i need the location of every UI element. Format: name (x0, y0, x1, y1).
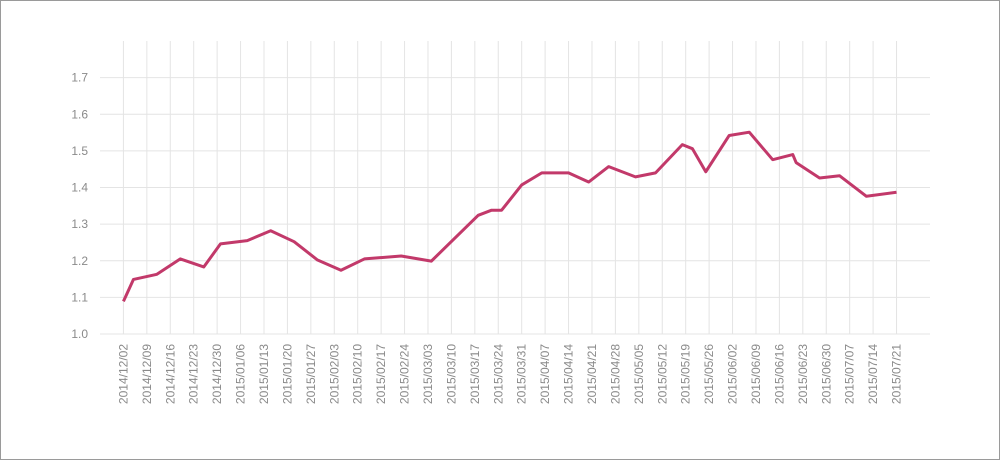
x-tick-label: 2015/06/30 (819, 344, 833, 404)
x-tick-label: 2015/07/07 (843, 344, 857, 404)
x-tick-label: 2015/03/03 (421, 344, 435, 404)
x-tick-label: 2015/01/13 (257, 344, 271, 404)
x-tick-label: 2014/12/23 (187, 344, 201, 404)
x-tick-label: 2015/06/16 (772, 344, 786, 404)
x-tick-label: 2015/06/09 (749, 344, 763, 404)
x-tick-label: 2015/07/21 (890, 344, 904, 404)
x-tick-label: 2015/01/27 (304, 344, 318, 404)
x-tick-label: 2014/12/02 (116, 344, 130, 404)
x-tick-label: 2015/02/10 (351, 344, 365, 404)
y-tick-label: 1.0 (71, 327, 88, 341)
x-tick-label: 2015/01/06 (234, 344, 248, 404)
x-tick-label: 2015/02/03 (327, 344, 341, 404)
x-tick-label: 2015/05/12 (655, 344, 669, 404)
x-tick-label: 2015/04/14 (562, 344, 576, 404)
y-tick-label: 1.2 (71, 254, 88, 268)
x-tick-label: 2015/06/23 (796, 344, 810, 404)
y-tick-label: 1.6 (71, 107, 88, 121)
x-tick-label: 2015/04/28 (608, 344, 622, 404)
x-tick-label: 2015/01/20 (280, 344, 294, 404)
x-tick-label: 2015/06/02 (726, 344, 740, 404)
x-tick-label: 2014/12/16 (163, 344, 177, 404)
y-tick-label: 1.1 (71, 290, 88, 304)
x-tick-label: 2015/04/07 (538, 344, 552, 404)
x-tick-label: 2015/05/19 (679, 344, 693, 404)
x-tick-label: 2015/03/31 (515, 344, 529, 404)
x-tick-label: 2015/05/26 (702, 344, 716, 404)
x-tick-label: 2015/03/17 (468, 344, 482, 404)
x-tick-label: 2015/05/05 (632, 344, 646, 404)
x-tick-label: 2015/04/21 (585, 344, 599, 404)
x-tick-label: 2015/03/10 (444, 344, 458, 404)
y-tick-label: 1.7 (71, 71, 88, 85)
x-tick-label: 2015/02/17 (374, 344, 388, 404)
x-tick-label: 2014/12/30 (210, 344, 224, 404)
x-tick-label: 2015/03/24 (491, 344, 505, 404)
x-tick-label: 2015/07/14 (866, 344, 880, 404)
data-line (122, 130, 897, 303)
y-tick-label: 1.4 (71, 181, 88, 195)
x-tick-label: 2015/02/24 (398, 344, 412, 404)
y-tick-label: 1.3 (71, 217, 88, 231)
x-tick-label: 2014/12/09 (140, 344, 154, 404)
y-tick-label: 1.5 (71, 144, 88, 158)
